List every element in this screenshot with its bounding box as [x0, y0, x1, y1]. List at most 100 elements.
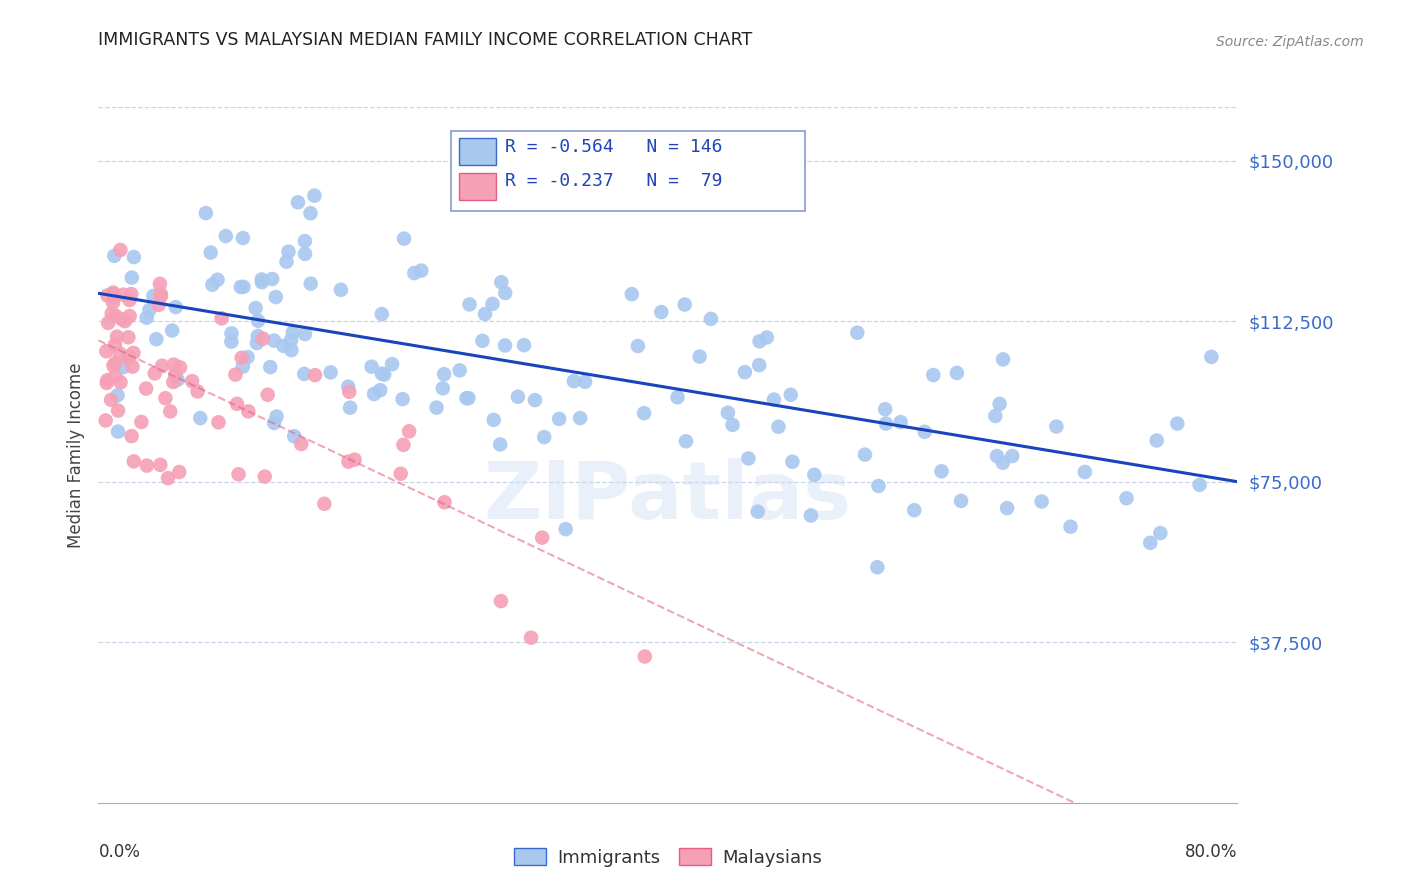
Point [131, 415, 153, 429]
Point [181, 374, 204, 388]
Point [229, 280, 252, 294]
Point [520, 631, 543, 645]
Point [135, 458, 157, 473]
Point [263, 334, 285, 348]
Point [363, 387, 385, 401]
Point [226, 397, 249, 411]
Point [167, 465, 190, 479]
Point [666, 390, 689, 404]
Point [96, 344, 118, 359]
Point [425, 401, 447, 415]
Point [194, 206, 217, 220]
Point [398, 425, 420, 439]
Point [329, 283, 352, 297]
Point [215, 229, 238, 244]
Point [162, 375, 184, 389]
Point [105, 329, 128, 343]
Point [755, 330, 778, 344]
Point [903, 503, 925, 517]
Point [946, 366, 969, 380]
Point [1139, 536, 1161, 550]
Point [96, 373, 118, 387]
Point [931, 464, 953, 478]
Point [149, 287, 172, 301]
Point [250, 272, 273, 286]
Point [159, 404, 181, 418]
Point [108, 346, 131, 360]
Point [103, 249, 125, 263]
Point [245, 301, 267, 315]
Point [988, 397, 1011, 411]
Point [458, 297, 481, 311]
Point [224, 368, 246, 382]
Point [107, 388, 129, 402]
Point [433, 495, 456, 509]
Point [489, 594, 512, 608]
Point [299, 277, 322, 291]
Point [748, 358, 770, 372]
Point [277, 244, 299, 259]
Point [221, 334, 243, 349]
Point [211, 311, 233, 326]
Point [433, 368, 456, 382]
Y-axis label: Median Family Income: Median Family Income [66, 362, 84, 548]
Point [991, 352, 1014, 367]
Point [236, 350, 259, 364]
Point [163, 358, 186, 372]
Point [110, 243, 132, 257]
Point [117, 351, 139, 365]
Point [103, 287, 125, 301]
Point [494, 285, 516, 300]
Point [256, 388, 278, 402]
Point [1166, 417, 1188, 431]
Point [991, 456, 1014, 470]
Point [337, 380, 360, 394]
Point [292, 367, 315, 381]
Point [986, 449, 1008, 463]
Point [150, 359, 173, 373]
Point [1146, 434, 1168, 448]
Point [569, 411, 592, 425]
Point [721, 417, 744, 432]
Point [290, 437, 312, 451]
Point [762, 392, 785, 407]
Point [494, 338, 516, 352]
Point [489, 437, 512, 451]
Point [118, 349, 141, 363]
Point [875, 402, 897, 417]
Point [246, 329, 269, 343]
Point [650, 305, 672, 319]
Point [121, 429, 143, 443]
Point [238, 404, 260, 418]
Point [104, 356, 127, 370]
Point [314, 497, 336, 511]
Point [262, 272, 284, 286]
Point [371, 307, 394, 321]
Point [149, 289, 172, 303]
Point [1188, 478, 1211, 492]
Point [779, 388, 801, 402]
Point [1001, 449, 1024, 463]
Point [280, 343, 302, 358]
Point [339, 401, 361, 415]
Point [800, 508, 823, 523]
Point [200, 245, 222, 260]
Point [1059, 519, 1081, 533]
Point [299, 206, 322, 220]
Point [673, 297, 696, 311]
Text: R = -0.564   N = 146: R = -0.564 N = 146 [505, 137, 723, 155]
Point [207, 415, 229, 429]
Point [471, 334, 494, 348]
Point [474, 307, 496, 321]
Text: Source: ZipAtlas.com: Source: ZipAtlas.com [1216, 35, 1364, 49]
Point [853, 448, 876, 462]
Point [118, 309, 141, 323]
Point [120, 287, 142, 301]
Point [491, 275, 513, 289]
Point [103, 291, 125, 305]
Point [404, 266, 426, 280]
Point [201, 277, 224, 292]
Point [97, 316, 120, 330]
Point [111, 360, 134, 375]
Point [232, 280, 254, 294]
